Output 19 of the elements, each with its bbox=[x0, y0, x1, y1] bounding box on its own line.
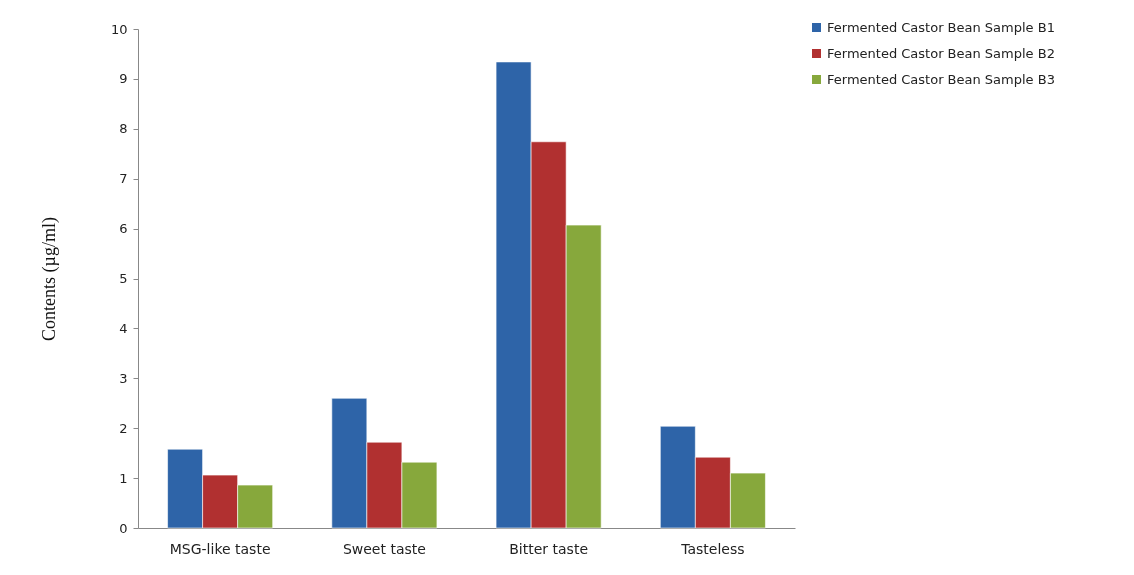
x-tick-label: Bitter taste bbox=[509, 540, 589, 557]
y-tick-label: 9 bbox=[119, 71, 128, 87]
y-tick-label: 10 bbox=[110, 21, 128, 37]
y-tick-label: 2 bbox=[119, 420, 128, 436]
legend-label: Fermented Castor Bean Sample B2 bbox=[827, 45, 1055, 61]
y-tick-label: 4 bbox=[119, 320, 128, 336]
x-tick-label: MSG-like taste bbox=[169, 540, 271, 557]
y-tick-label: 0 bbox=[119, 520, 128, 536]
y-axis-title: Contents (µg/ml) bbox=[38, 217, 60, 341]
x-tick-label: Tasteless bbox=[680, 540, 745, 557]
y-tick-label: 1 bbox=[119, 470, 128, 486]
legend-label: Fermented Castor Bean Sample B1 bbox=[827, 19, 1055, 35]
y-tick-label: 7 bbox=[119, 171, 128, 187]
y-tick-label: 6 bbox=[119, 221, 128, 237]
y-tick-label: 8 bbox=[119, 121, 128, 137]
y-tick-label: 5 bbox=[119, 271, 128, 286]
x-tick-label: Sweet taste bbox=[342, 540, 426, 557]
y-tick-label: 3 bbox=[119, 370, 128, 386]
legend-label: Fermented Castor Bean Sample B3 bbox=[827, 71, 1055, 87]
